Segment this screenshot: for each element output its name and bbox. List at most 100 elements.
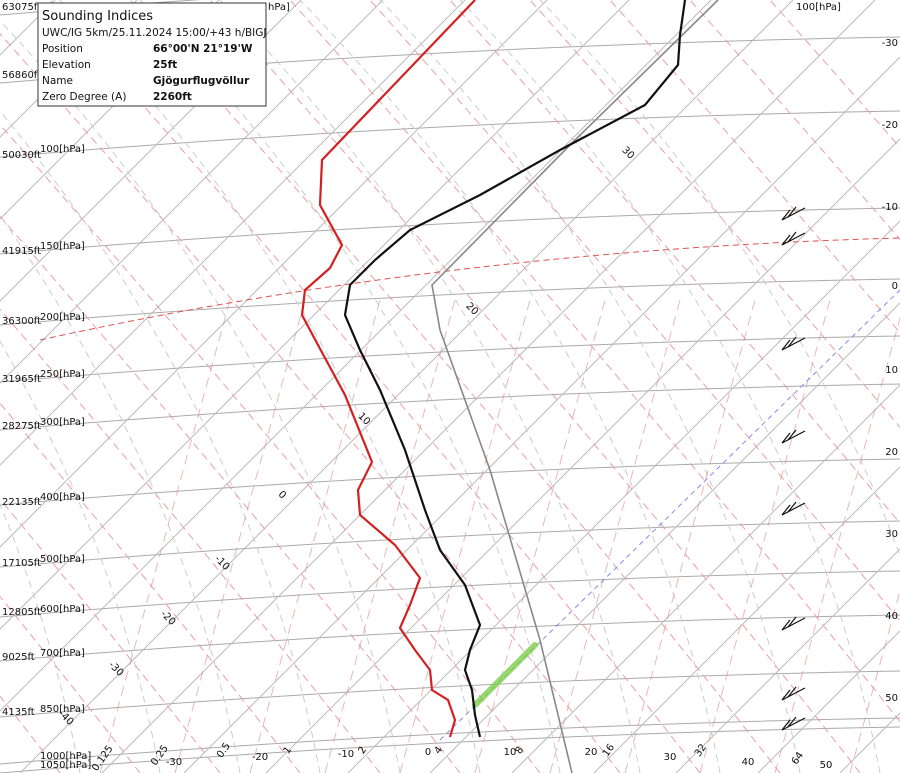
- pressure-label: 300[hPa]: [40, 417, 85, 428]
- line-label: -10: [212, 554, 231, 573]
- dry-adiabat: [529, 0, 900, 428]
- moist-adiabat: [0, 214, 241, 773]
- info-value: Gjögurflugvöllur: [153, 75, 250, 87]
- pressure-label: 600[hPa]: [40, 604, 85, 615]
- temperature-label: -10: [338, 749, 354, 760]
- barb-flag: [787, 501, 797, 513]
- isobar: [0, 278, 900, 326]
- right-axis-label: 30: [885, 529, 898, 540]
- info-label: Elevation: [42, 59, 91, 71]
- pressure-label: 1050[hPa]: [40, 760, 91, 771]
- mixing-ratio-line: [324, 299, 456, 773]
- dry-adiabat: [0, 498, 221, 773]
- dry-adiabat: [369, 0, 900, 623]
- mixing-ratio-line: [174, 299, 306, 773]
- right-axis-label: 20: [885, 447, 898, 458]
- dry-adiabat: [449, 0, 900, 525]
- info-box: Sounding Indices UWC/IG 5km/25.11.2024 1…: [37, 2, 267, 107]
- barb-staff: [781, 207, 806, 221]
- temperature-label: 10: [504, 747, 517, 758]
- mixing-ratio-label: 0.5: [215, 741, 233, 760]
- barb-staff: [781, 430, 806, 444]
- dry-adiabat: [0, 402, 301, 773]
- info-label: Position: [42, 43, 83, 55]
- altitude-label: 50030ft: [2, 150, 41, 161]
- moist-adiabat: [0, 503, 81, 773]
- isotherm: [0, 0, 138, 138]
- dry-adiabat: [49, 0, 701, 773]
- barb-flag: [781, 432, 791, 444]
- mixing-ratio-line: [249, 299, 381, 773]
- info-value: 2260ft: [153, 91, 192, 103]
- mixing-ratio-line: [699, 299, 831, 773]
- dry-adiabat: [0, 123, 541, 773]
- info-value: 66°00'N 21°19'W: [153, 43, 253, 55]
- barb-flag: [781, 339, 791, 351]
- info-title: Sounding Indices: [42, 9, 153, 24]
- right-axis-label: 50: [885, 693, 898, 704]
- right-axis-label: -30: [882, 38, 898, 49]
- temperature-label: -20: [252, 752, 268, 763]
- altitude-label: 12805ft: [2, 607, 41, 618]
- moist-adiabat: [459, 0, 881, 773]
- barb-flag: [787, 231, 797, 243]
- mixing-ratio-line: [474, 299, 606, 773]
- isotherm: [0, 0, 302, 302]
- mixing-ratio-label: 32: [693, 742, 709, 759]
- isobar: [0, 717, 900, 765]
- altitude-label: 36300ft: [2, 316, 41, 327]
- isobar: [0, 207, 900, 255]
- info-box-frame: [37, 2, 267, 107]
- barb-staff: [781, 337, 806, 351]
- isotherm: [101, 0, 876, 773]
- mixing-ratio-line: [849, 589, 900, 773]
- isotherm: [265, 138, 900, 773]
- right-axis-label: 10: [885, 365, 898, 376]
- isotherm: [347, 220, 900, 773]
- mixing-ratio-line: [549, 299, 681, 773]
- dry-adiabat: [0, 308, 381, 773]
- isotherm: [0, 0, 712, 712]
- isobar: [0, 726, 900, 773]
- moist-adiabat: [0, 110, 321, 773]
- line-label: 0: [276, 489, 288, 501]
- barb-staff: [781, 687, 806, 701]
- mixing-ratio-label: 64: [790, 750, 806, 767]
- barb-flag: [787, 206, 797, 218]
- isotherm: [183, 56, 900, 773]
- info-subtitle: UWC/IG 5km/25.11.2024 15:00/+43 h/BIGJ: [42, 27, 267, 39]
- pressure-label: 250[hPa]: [40, 369, 85, 380]
- altitude-label: 4135ft: [2, 707, 35, 718]
- barb-flag: [787, 336, 797, 348]
- pressure-label: 400[hPa]: [40, 492, 85, 503]
- zero-degree-line: [39, 237, 900, 341]
- isotherm: [0, 0, 466, 466]
- right-axis-label: 0: [892, 281, 898, 292]
- mixing-ratio-line: [774, 316, 900, 773]
- pressure-label: 1000[hPa]: [40, 751, 91, 762]
- barb-flag: [781, 619, 791, 631]
- temperature-label: 30: [664, 752, 677, 763]
- moist-adiabat: [0, 20, 401, 773]
- barb-staff: [781, 232, 806, 246]
- isobar: [0, 570, 900, 618]
- altitude-label: 22135ft: [2, 497, 41, 508]
- parcel-curve: [431, 0, 719, 773]
- barb-staff: [781, 502, 806, 516]
- temperature-label: -30: [166, 757, 182, 768]
- isobar: [0, 110, 900, 158]
- barb-flag: [781, 719, 791, 731]
- isobar: [0, 670, 900, 718]
- pressure-label: 100[hPa]: [796, 2, 841, 13]
- right-axis-label: -20: [882, 120, 898, 131]
- altitude-label: 56860ft: [2, 70, 41, 81]
- mixing-ratio-label: 16: [601, 742, 617, 759]
- barb-flag: [781, 209, 791, 221]
- isotherm: [757, 630, 900, 773]
- isotherm: [0, 0, 220, 220]
- moist-adiabat: [0, 340, 161, 773]
- isobar: [0, 383, 900, 431]
- temperature-curve: [343, 0, 687, 738]
